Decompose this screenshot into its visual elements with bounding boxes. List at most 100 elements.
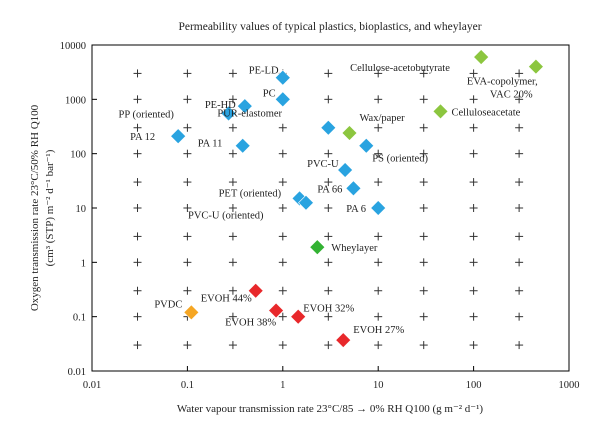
grid-plus [419,258,428,267]
label-pur-elastomer: PUR-elastomer [217,109,282,120]
grid-plus [515,232,524,241]
point-celluloseacetate [432,103,449,120]
grid-plus [515,341,524,350]
grid-plus [278,312,287,321]
grid-plus [133,123,142,132]
label-pvc-u-oriented: PVC-U (oriented) [188,211,264,222]
grid-plus [133,341,142,350]
point-ps-oriented [358,137,375,154]
label-ps-oriented: PS (oriented) [372,154,428,165]
grid-plus [183,95,192,104]
label-pc: PC [263,88,276,99]
grid-plus [183,258,192,267]
point-cellulose-acetobutyrate [473,49,490,65]
grid-plus [324,95,333,104]
point-wax-paper [341,125,358,141]
y-axis-label-line1: Oxygen transmission rate 23°C/50% RH Q10… [29,104,41,311]
point-pur-elastomer [320,119,337,136]
grid-plus [419,178,428,187]
x-tick-label: 0.01 [83,380,101,391]
point-pe-ld [274,69,291,86]
point-pp-oriented [220,105,237,122]
grid-plus [228,232,237,241]
point-pa-66 [345,180,362,197]
label-pa-11: PA 11 [198,139,223,150]
grid-plus [133,178,142,187]
label-pa-66: PA 66 [317,184,342,195]
grid-plus [324,178,333,187]
x-tick-labels: 0.01 0.1 1 10 100 1000 [83,366,580,391]
y-tick-label: 10 [76,204,87,215]
grid-plus [324,232,333,241]
label-pa-6: PA 6 [346,204,366,215]
point-eva-copolymer-vac-20 [527,58,544,75]
y-tick-label: 0.1 [73,313,86,324]
point-evoh-27 [335,332,352,349]
point-evoh-44 [247,282,264,299]
label-pe-ld: PE-LD [249,66,279,77]
chart-title: Permeability values of typical plastics,… [178,21,481,33]
point-wheylayer [309,239,326,256]
grid-plus [228,258,237,267]
grid-plus [419,232,428,241]
x-tick-label: 100 [466,380,482,391]
grid-plus [469,123,478,132]
data-points [170,49,544,349]
label-pet-oriented: PET (oriented) [219,188,282,199]
grid-plus [183,232,192,241]
grid-plus [469,149,478,158]
grid-plus [515,312,524,321]
grid-plus [515,69,524,78]
grid-plus [374,95,383,104]
grid-plus [278,178,287,187]
grid-plus [324,149,333,158]
grid-plus [133,69,142,78]
grid-plus [374,341,383,350]
label-evoh-27: EVOH 27% [353,325,404,336]
grid-plus [324,341,333,350]
y-tick-label: 0.01 [68,367,86,378]
grid-plus [515,149,524,158]
y-tick-labels: 0.01 0.1 1 10 100 1000 10000 [60,41,97,378]
grid-plus [278,232,287,241]
label-celluloseacetate: Celluloseacetate [452,107,521,118]
grid-plus [469,69,478,78]
grid-plus [374,232,383,241]
point-evoh-32 [290,308,307,325]
grid-plus [419,341,428,350]
grid-plus [469,258,478,267]
label-pa-12: PA 12 [130,132,155,143]
grid-plus [419,123,428,132]
label-pvc-u: PVC-U [307,159,339,170]
point-evoh-38 [268,302,284,319]
label-wheylayer: Wheylayer [331,243,378,254]
grid-plus [374,258,383,267]
grid-plus [469,286,478,295]
grid-plus [419,69,428,78]
x-tick-label: 0.1 [181,380,194,391]
grid-plus [469,312,478,321]
grid-plus [133,149,142,158]
grid-plus [419,312,428,321]
grid-plus [419,286,428,295]
grid-plus [228,95,237,104]
grid-plus [278,258,287,267]
grid-plus [228,123,237,132]
grid-plus [374,312,383,321]
grid-plus [324,286,333,295]
grid-plus [469,232,478,241]
grid-plus [419,95,428,104]
grid-plus [133,204,142,212]
grid-plus [374,69,383,78]
label-evoh-44: EVOH 44% [201,294,252,305]
grid-plus [228,286,237,295]
grid-plus [469,204,478,212]
x-tick-label: 1000 [559,380,580,391]
label-cellulose-acetobutyrate: Cellulose-acetobutyrate [350,63,450,74]
grid-plus [228,149,237,158]
x-tick-label: 1 [280,380,285,391]
grid-plus [469,341,478,350]
y-tick-label: 1000 [65,95,86,106]
y-tick-label: 10000 [60,41,86,52]
